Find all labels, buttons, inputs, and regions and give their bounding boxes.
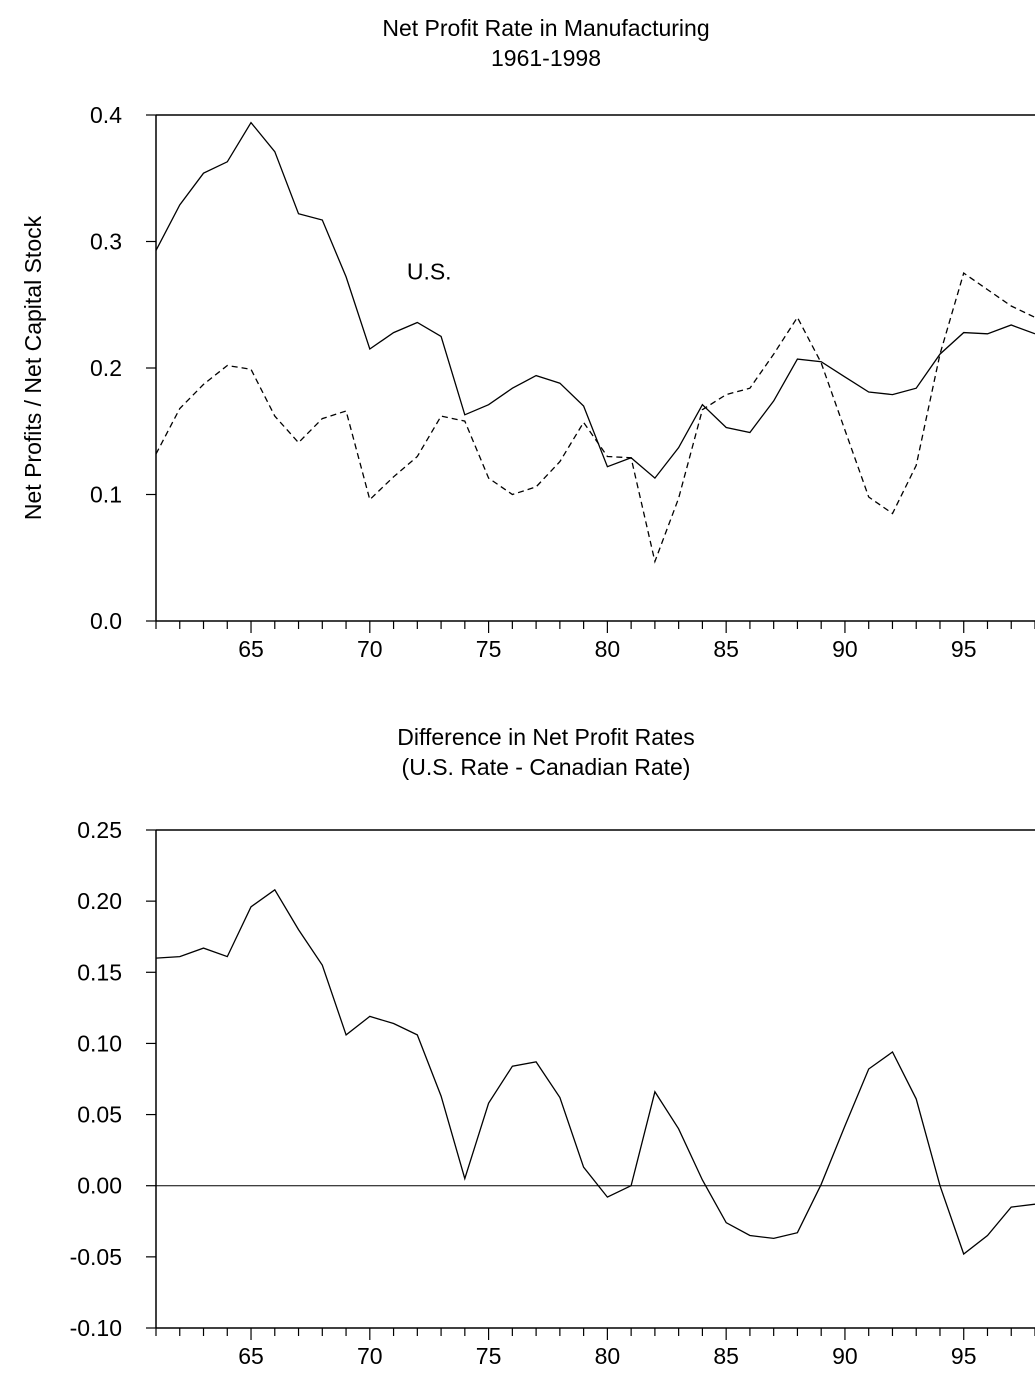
y-tick-label: 0.15 <box>77 959 122 985</box>
series-annotation: U.S. <box>407 258 452 284</box>
y-tick-label: 0.0 <box>90 608 122 634</box>
y-tick-label: 0.20 <box>77 888 122 914</box>
x-tick-label: 70 <box>357 1343 383 1369</box>
tick-group: 0.0 0.1 0.2 0.3 0.4 65 70 75 80 85 90 95 <box>90 102 1035 662</box>
profit-rate-chart: Net Profit Rate in Manufacturing 1961-19… <box>20 15 1035 662</box>
series-line-canada <box>155 272 1035 564</box>
x-tick-label: 90 <box>832 1343 858 1369</box>
x-tick-label: 90 <box>832 636 858 662</box>
chart-title: Difference in Net Profit Rates <box>397 724 694 750</box>
x-tick-label: 75 <box>476 636 502 662</box>
x-tick-label: 65 <box>238 1343 264 1369</box>
y-tick-label: 0.25 <box>77 817 122 843</box>
difference-chart: Difference in Net Profit Rates (U.S. Rat… <box>70 724 1035 1369</box>
series-group <box>155 888 1035 1256</box>
y-tick-label: -0.05 <box>70 1244 122 1270</box>
chart-title: Net Profit Rate in Manufacturing <box>382 15 709 41</box>
annotation-group: U.S.Canada <box>407 258 452 284</box>
x-tick-label: 95 <box>951 636 977 662</box>
y-tick-label: 0.3 <box>90 229 122 255</box>
series-line-0 <box>155 888 1035 1256</box>
y-axis-label: Net Profits / Net Capital Stock <box>20 215 46 520</box>
y-tick-label: 0.2 <box>90 355 122 381</box>
chart-subtitle: (U.S. Rate - Canadian Rate) <box>402 754 691 780</box>
y-tick-label: -0.10 <box>70 1315 122 1341</box>
y-tick-label: 0.10 <box>77 1030 122 1056</box>
y-tick-label: 0.4 <box>90 102 122 128</box>
x-tick-label: 65 <box>238 636 264 662</box>
x-tick-label: 80 <box>595 636 621 662</box>
x-tick-label: 80 <box>595 1343 621 1369</box>
x-tick-label: 75 <box>476 1343 502 1369</box>
series-group <box>155 121 1035 564</box>
chart-subtitle: 1961-1998 <box>491 45 601 71</box>
y-tick-label: 0.00 <box>77 1173 122 1199</box>
tick-group: -0.10 -0.05 0.00 0.05 0.10 0.15 0.20 0.25 65 70 75… <box>70 817 1035 1369</box>
x-tick-label: 70 <box>357 636 383 662</box>
y-tick-label: 0.1 <box>90 482 122 508</box>
x-tick-label: 85 <box>713 1343 739 1369</box>
series-line-us <box>155 121 1035 480</box>
x-tick-label: 95 <box>951 1343 977 1369</box>
x-tick-label: 85 <box>713 636 739 662</box>
y-tick-label: 0.05 <box>77 1102 122 1128</box>
